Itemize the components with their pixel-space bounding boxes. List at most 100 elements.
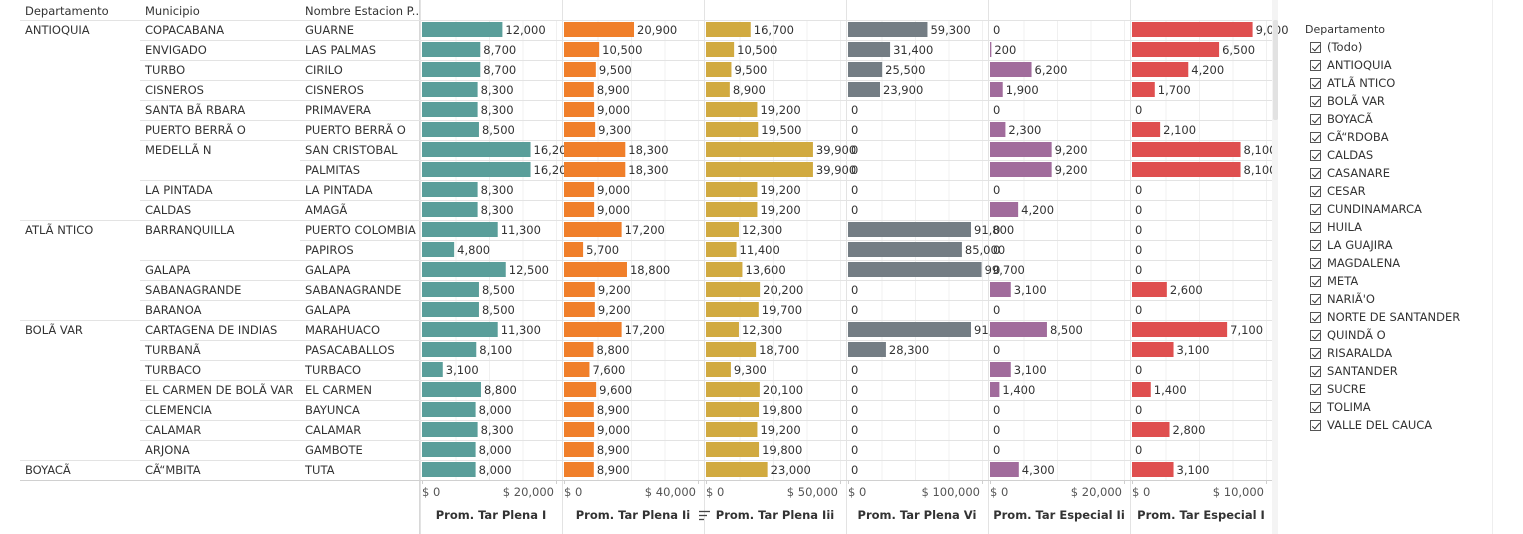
bar-6-3[interactable] — [1132, 62, 1189, 77]
bar-2-11[interactable] — [564, 222, 622, 237]
bar-3-12[interactable] — [706, 242, 737, 257]
bar-1-5[interactable] — [422, 102, 478, 117]
bar-3-19[interactable] — [706, 382, 760, 397]
checkbox-checked-icon[interactable] — [1310, 239, 1321, 251]
checkbox-checked-icon[interactable] — [1310, 419, 1321, 431]
bar-4-11[interactable] — [848, 222, 972, 237]
header-municipio[interactable]: Municipio — [145, 4, 200, 18]
bar-3-7[interactable] — [706, 142, 813, 157]
bar-4-1[interactable] — [848, 22, 928, 37]
filter-item[interactable]: SANTANDER — [1305, 362, 1505, 380]
filter-item[interactable]: ANTIOQUIA — [1305, 56, 1505, 74]
bar-1-2[interactable] — [422, 42, 481, 57]
bar-6-8[interactable] — [1132, 162, 1241, 177]
bar-1-7[interactable] — [422, 142, 531, 157]
bar-4-13[interactable] — [848, 262, 982, 277]
bar-5-2[interactable] — [990, 42, 992, 57]
bar-3-14[interactable] — [706, 282, 761, 297]
bar-3-4[interactable] — [706, 82, 730, 97]
axis-title[interactable]: Prom. Tar Plena Ii — [576, 508, 691, 522]
checkbox-checked-icon[interactable] — [1310, 41, 1321, 53]
bar-1-17[interactable] — [422, 342, 477, 357]
header-estacion[interactable]: Nombre Estacion P.. — [305, 4, 419, 18]
bar-3-21[interactable] — [706, 422, 758, 437]
bar-1-15[interactable] — [422, 302, 479, 317]
bar-6-7[interactable] — [1132, 142, 1241, 157]
checkbox-checked-icon[interactable] — [1310, 221, 1321, 233]
bar-4-12[interactable] — [848, 242, 962, 257]
vertical-scrollbar[interactable] — [1272, 0, 1278, 534]
bar-6-19[interactable] — [1132, 382, 1151, 397]
bar-4-4[interactable] — [848, 82, 881, 97]
bar-3-16[interactable] — [706, 322, 739, 337]
bar-4-2[interactable] — [848, 42, 891, 57]
bar-3-20[interactable] — [706, 402, 760, 417]
checkbox-checked-icon[interactable] — [1310, 257, 1321, 269]
bar-2-17[interactable] — [564, 342, 594, 357]
bar-2-13[interactable] — [564, 262, 627, 277]
filter-item[interactable]: BOYACÃ — [1305, 110, 1505, 128]
sort-descending-icon[interactable] — [699, 510, 710, 521]
header-departamento[interactable]: Departamento — [25, 4, 109, 18]
checkbox-checked-icon[interactable] — [1310, 149, 1321, 161]
bar-1-23[interactable] — [422, 462, 476, 477]
bar-1-4[interactable] — [422, 82, 478, 97]
checkbox-checked-icon[interactable] — [1310, 203, 1321, 215]
filter-item[interactable]: META — [1305, 272, 1505, 290]
bar-3-5[interactable] — [706, 102, 758, 117]
checkbox-checked-icon[interactable] — [1310, 383, 1321, 395]
bar-2-6[interactable] — [564, 122, 596, 137]
bar-2-1[interactable] — [564, 22, 635, 37]
checkbox-checked-icon[interactable] — [1310, 77, 1321, 89]
bar-2-14[interactable] — [564, 282, 595, 297]
bar-4-3[interactable] — [848, 62, 883, 77]
bar-6-23[interactable] — [1132, 462, 1174, 477]
filter-item[interactable]: TOLIMA — [1305, 398, 1505, 416]
checkbox-checked-icon[interactable] — [1310, 113, 1321, 125]
axis-title[interactable]: Prom. Tar Plena Iii — [716, 508, 834, 522]
bar-1-21[interactable] — [422, 422, 478, 437]
bar-2-15[interactable] — [564, 302, 595, 317]
filter-item[interactable]: QUINDÃ O — [1305, 326, 1505, 344]
bar-6-17[interactable] — [1132, 342, 1174, 357]
filter-item[interactable]: NARIÃ'O — [1305, 290, 1505, 308]
checkbox-checked-icon[interactable] — [1310, 275, 1321, 287]
bar-2-19[interactable] — [564, 382, 597, 397]
checkbox-checked-icon[interactable] — [1310, 329, 1321, 341]
bar-2-16[interactable] — [564, 322, 622, 337]
bar-6-4[interactable] — [1132, 82, 1155, 97]
bar-5-7[interactable] — [990, 142, 1052, 157]
axis-title[interactable]: Prom. Tar Especial Ii — [993, 508, 1125, 522]
bar-6-1[interactable] — [1132, 22, 1253, 37]
bar-6-2[interactable] — [1132, 42, 1220, 57]
bar-3-15[interactable] — [706, 302, 759, 317]
bar-1-10[interactable] — [422, 202, 478, 217]
bar-3-22[interactable] — [706, 442, 760, 457]
bar-1-19[interactable] — [422, 382, 481, 397]
axis-title[interactable]: Prom. Tar Especial I — [1137, 508, 1265, 522]
bar-2-7[interactable] — [564, 142, 626, 157]
bar-3-17[interactable] — [706, 342, 757, 357]
filter-item[interactable]: CUNDINAMARCA — [1305, 200, 1505, 218]
bar-1-22[interactable] — [422, 442, 476, 457]
filter-item[interactable]: ATLÃ NTICO — [1305, 74, 1505, 92]
bar-1-16[interactable] — [422, 322, 498, 337]
bar-1-11[interactable] — [422, 222, 498, 237]
checkbox-checked-icon[interactable] — [1310, 167, 1321, 179]
bar-1-13[interactable] — [422, 262, 506, 277]
filter-item[interactable]: CESAR — [1305, 182, 1505, 200]
bar-2-22[interactable] — [564, 442, 594, 457]
bar-3-10[interactable] — [706, 202, 758, 217]
bar-2-23[interactable] — [564, 462, 594, 477]
bar-5-14[interactable] — [990, 282, 1011, 297]
bar-1-6[interactable] — [422, 122, 479, 137]
bar-3-2[interactable] — [706, 42, 735, 57]
bar-2-18[interactable] — [564, 362, 590, 377]
filter-item[interactable]: CÃ“RDOBA — [1305, 128, 1505, 146]
checkbox-checked-icon[interactable] — [1310, 131, 1321, 143]
checkbox-checked-icon[interactable] — [1310, 365, 1321, 377]
bar-2-20[interactable] — [564, 402, 594, 417]
bar-1-8[interactable] — [422, 162, 531, 177]
bar-5-23[interactable] — [990, 462, 1019, 477]
bar-1-20[interactable] — [422, 402, 476, 417]
